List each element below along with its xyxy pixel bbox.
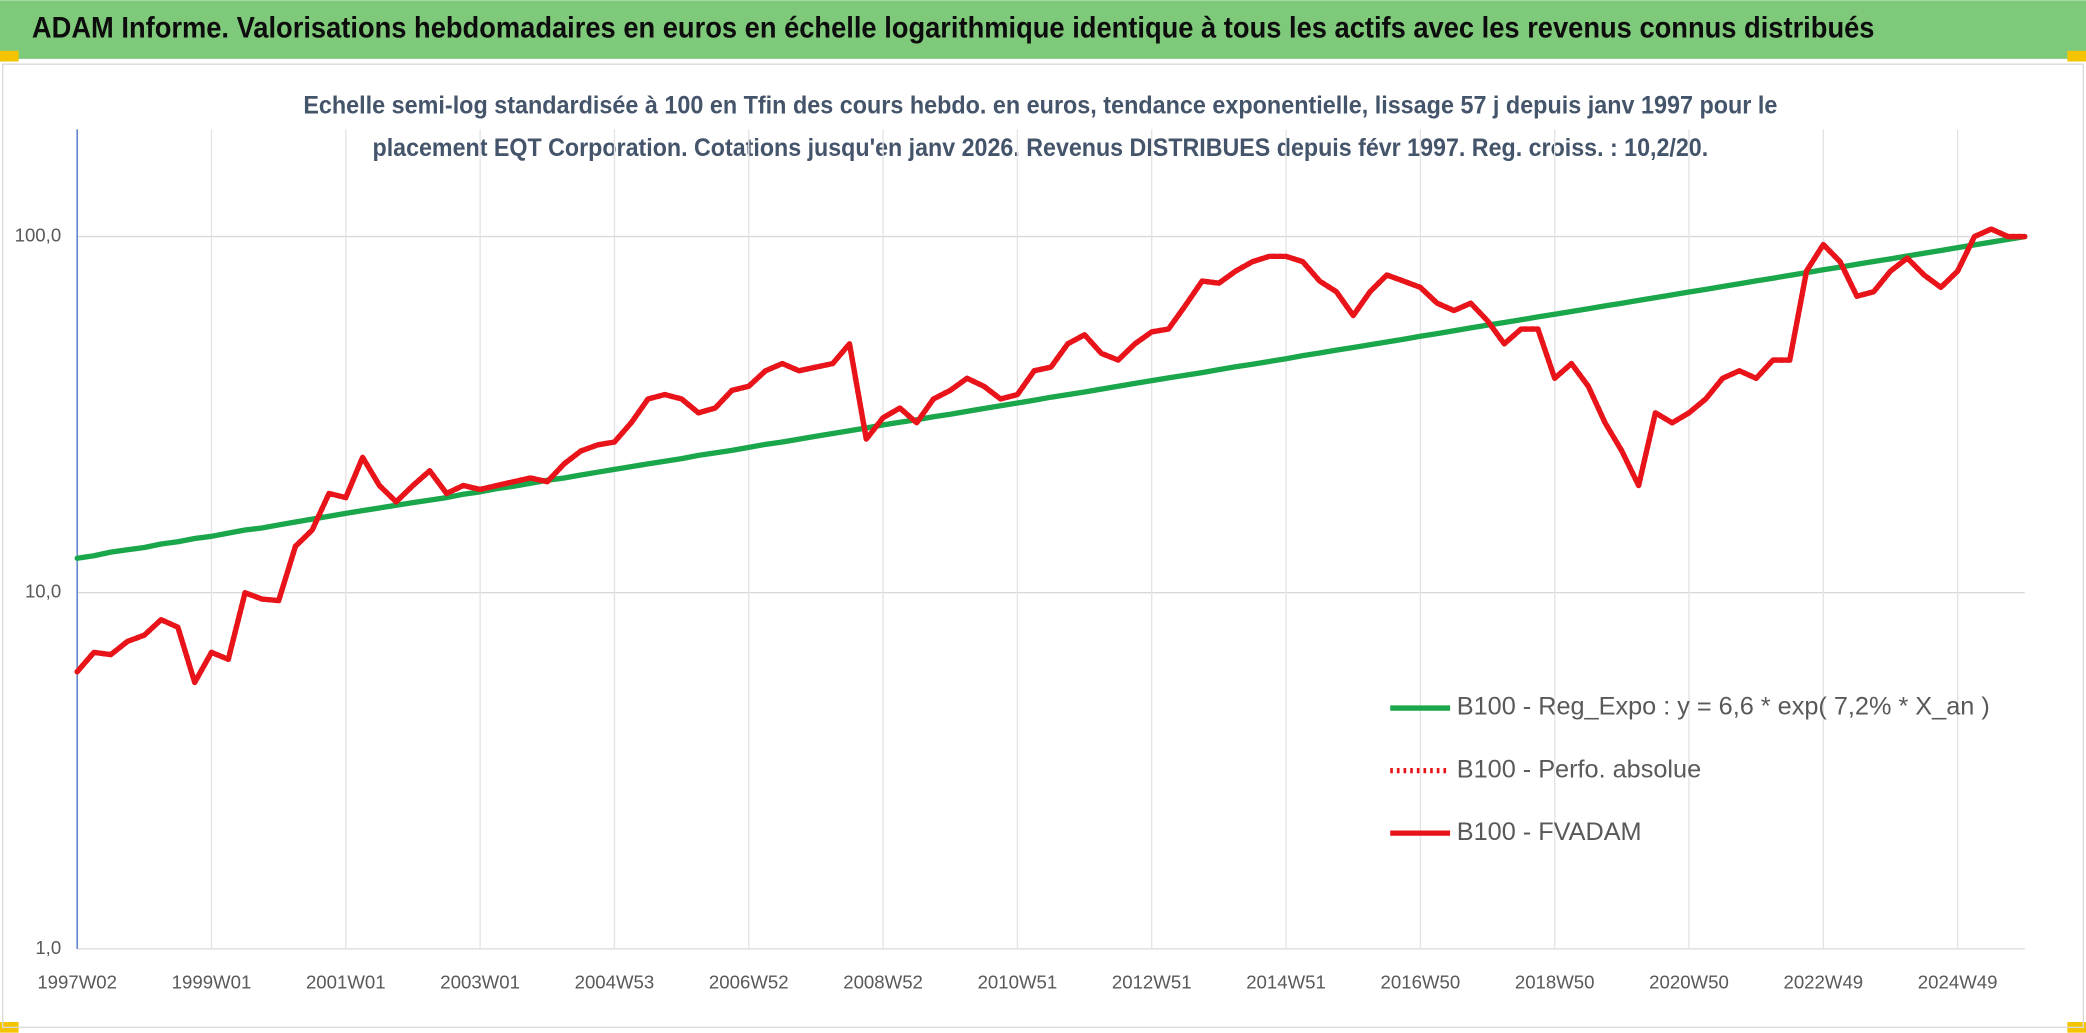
x-tick-label: 2001W01	[306, 971, 386, 992]
y-tick-label: 1,0	[35, 937, 61, 958]
chart-subtitle: Echelle semi-log standardisée à 100 en T…	[303, 91, 1777, 119]
chart-title: ADAM Informe. Valorisations hebdomadaire…	[32, 12, 1875, 44]
legend-label: B100 - Perfo. absolue	[1457, 755, 1701, 783]
x-tick-label: 1999W01	[172, 971, 252, 992]
x-tick-label: 2018W50	[1515, 971, 1595, 992]
corner-marker	[2067, 50, 2086, 62]
header-bar	[0, 0, 2086, 59]
x-tick-label: 2003W01	[440, 971, 520, 992]
x-tick-label: 2024W49	[1918, 971, 1998, 992]
x-tick-label: 2020W50	[1649, 971, 1729, 992]
x-tick-label: 2010W51	[978, 971, 1058, 992]
x-tick-label: 2014W51	[1246, 971, 1326, 992]
x-tick-label: 2016W50	[1381, 971, 1461, 992]
series-line	[74, 226, 2028, 686]
chart-subtitle: placement EQT Corporation. Cotations jus…	[372, 134, 1708, 162]
plot-frame	[1, 63, 2085, 1029]
series-line	[74, 233, 2028, 561]
x-tick-label: 2022W49	[1783, 971, 1863, 992]
legend: B100 - Reg_Expo : y = 6,6 * exp( 7,2% * …	[1390, 693, 1990, 846]
y-tick-label: 10,0	[25, 581, 61, 602]
plot-area	[74, 226, 2028, 686]
x-tick-label: 2008W52	[843, 971, 923, 992]
x-tick-label: 2006W52	[709, 971, 789, 992]
x-tick-label: 1997W02	[37, 971, 117, 992]
x-tick-label: 2012W51	[1112, 971, 1192, 992]
legend-label: B100 - FVADAM	[1457, 818, 1642, 846]
legend-label: B100 - Reg_Expo : y = 6,6 * exp( 7,2% * …	[1457, 693, 1990, 721]
y-tick-label: 100,0	[15, 224, 62, 245]
x-tick-label: 2004W53	[575, 971, 655, 992]
grid: 1,0 10,0 100,0 1997W02 1999W01 2001W01 2003W01…	[15, 129, 2025, 992]
corner-marker	[0, 50, 19, 62]
